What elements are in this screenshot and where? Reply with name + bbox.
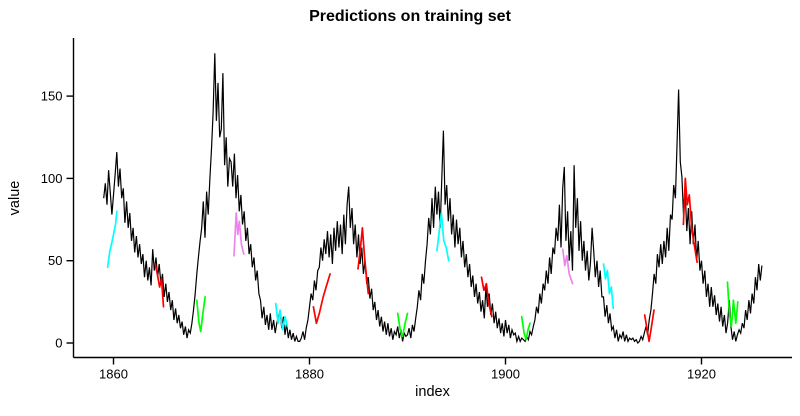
- y-tick-label: 100: [41, 171, 63, 186]
- x-tick-label: 1860: [99, 367, 128, 382]
- segment-prediction-1889: [396, 312, 409, 338]
- x-tick-label: 1880: [295, 367, 324, 382]
- segment-prediction-1918: [682, 177, 698, 264]
- x-tick-label: 1900: [491, 367, 520, 382]
- segment-prediction-1868: [195, 296, 206, 333]
- segment-prediction-1898: [480, 276, 493, 318]
- y-tick-label: 50: [48, 253, 62, 268]
- segment-prediction-1877: [274, 302, 289, 331]
- segment-prediction-1910: [602, 263, 615, 310]
- chart-title: Predictions on training set: [309, 8, 511, 25]
- segment-prediction-1885: [357, 226, 370, 295]
- segment-prediction-1906: [561, 248, 574, 285]
- segment-prediction-1872: [233, 212, 245, 257]
- segment-prediction-1881: [312, 273, 331, 325]
- segment-prediction-1923: [726, 281, 739, 328]
- segment-prediction-1860: [106, 210, 118, 269]
- segment-prediction-1893: [436, 212, 450, 262]
- segment-prediction-1902: [520, 315, 531, 341]
- y-tick-label: 0: [55, 336, 62, 351]
- series-training-series: [103, 53, 763, 345]
- segment-prediction-1914: [643, 309, 655, 343]
- x-tick-label: 1920: [687, 367, 716, 382]
- x-axis-title: index: [415, 384, 450, 400]
- y-tick-label: 150: [41, 89, 63, 104]
- segment-prediction-1864: [154, 263, 165, 308]
